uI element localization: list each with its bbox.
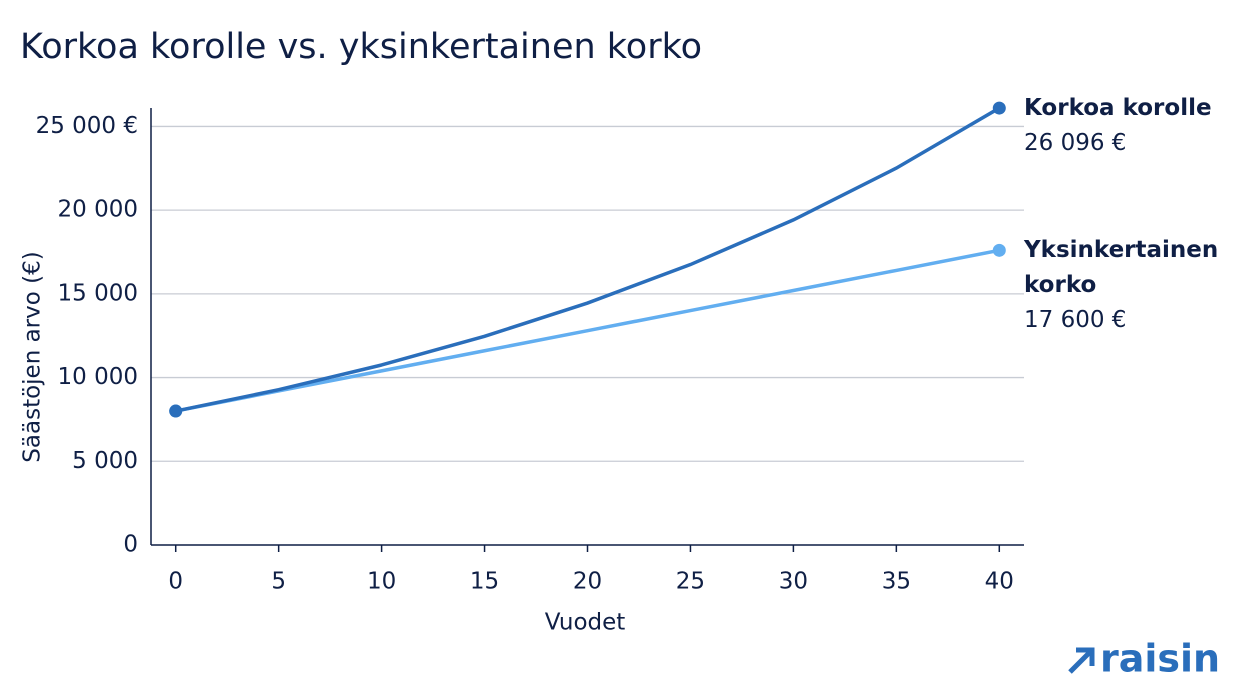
x-tick-label: 20 — [573, 569, 602, 595]
x-tick-label: 10 — [367, 569, 396, 595]
y-tick-label: 5 000 — [72, 448, 138, 474]
value-label: 17 600 € — [1024, 307, 1127, 334]
logo: raisin — [1068, 637, 1220, 681]
value-label: 26 096 € — [1024, 130, 1127, 157]
x-tick-label: 15 — [470, 569, 499, 595]
y-axis-label: Säästöjen arvo (€) — [20, 251, 46, 462]
legend-entry: Yksinkertainen korko — [1024, 237, 1219, 299]
x-tick-label: 35 — [882, 569, 911, 595]
point-marker — [992, 243, 1006, 257]
y-tick-label: 15 000 — [58, 280, 138, 306]
x-tick-label: 5 — [271, 569, 286, 595]
end-label: Korkoa korolle 26 096 € — [1024, 91, 1234, 161]
series-line — [175, 106, 1001, 413]
chart-title: Korkoa korolle vs. yksinkertainen korko — [20, 27, 702, 67]
x-tick-label: 30 — [779, 569, 808, 595]
legend-entry: Korkoa korolle — [1024, 95, 1212, 122]
point-marker — [169, 404, 183, 418]
x-tick-label: 0 — [168, 569, 183, 595]
y-tick-label: 0 — [123, 532, 138, 558]
y-tick-label: 25 000 € — [36, 113, 138, 139]
x-tick-label: 25 — [676, 569, 705, 595]
logo-arrow — [1068, 647, 1095, 674]
series-line — [175, 248, 1000, 413]
logo-text: raisin — [1100, 637, 1220, 681]
y-tick-label: 20 000 — [58, 197, 138, 223]
end-label: Yksinkertainen korko 17 600 € — [1024, 233, 1234, 338]
x-tick-label: 40 — [985, 569, 1014, 595]
y-tick-label: 10 000 — [58, 364, 138, 390]
point-marker — [992, 101, 1006, 115]
x-axis-label: Vuodet — [545, 610, 626, 636]
